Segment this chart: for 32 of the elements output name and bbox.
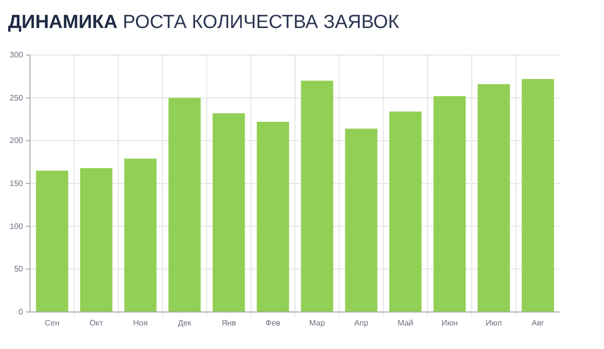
x-tick-label: Фев	[266, 318, 280, 328]
bar	[124, 158, 157, 312]
y-tick-label: 200	[10, 136, 24, 146]
bar	[212, 113, 245, 312]
y-tick-label: 50	[14, 264, 24, 274]
bar	[168, 98, 201, 312]
chart-title: ДИНАМИКА РОСТА КОЛИЧЕСТВА ЗАЯВОК	[8, 12, 400, 33]
y-tick-label: 100	[10, 222, 24, 231]
x-tick-label: Мар	[309, 318, 326, 328]
x-tick-label: Сен	[44, 318, 60, 328]
bar	[345, 128, 378, 312]
bar	[256, 122, 290, 312]
y-tick-label: 0	[18, 308, 24, 317]
x-tick-label: Окт	[90, 318, 104, 328]
bar	[478, 84, 510, 312]
y-tick-label: 300	[10, 50, 24, 60]
x-tick-label: Апр	[354, 318, 369, 328]
bar	[36, 170, 68, 312]
bar	[522, 78, 554, 312]
bar	[300, 80, 334, 312]
x-tick-label: Июл	[486, 318, 502, 328]
x-tick-label: Дек	[178, 318, 192, 328]
x-tick-label: Авг	[532, 318, 544, 328]
y-tick-label: 150	[10, 179, 24, 188]
bar	[433, 96, 466, 312]
y-tick-label: 250	[10, 93, 24, 102]
bar	[80, 168, 112, 312]
x-tick-label: Янв	[222, 318, 236, 328]
x-tick-label: Май	[398, 318, 414, 328]
x-tick-label: Ноя	[133, 318, 148, 328]
x-tick-label: Июн	[441, 318, 458, 328]
bar	[389, 112, 422, 312]
